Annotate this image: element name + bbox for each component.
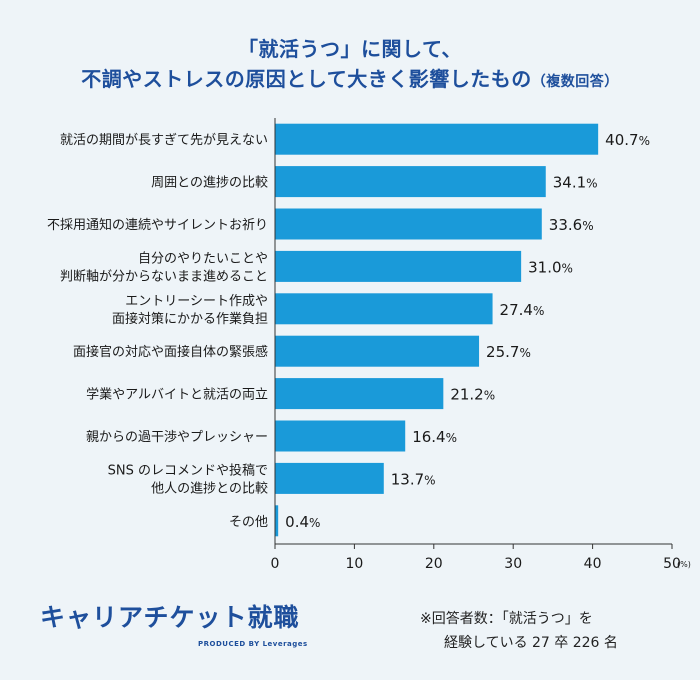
x-axis-unit: (%) (677, 560, 691, 569)
bar (275, 250, 522, 282)
x-tick-label: 0 (271, 556, 280, 572)
x-tick-label: 20 (425, 556, 443, 572)
category-label: 他人の進捗との比較 (151, 481, 268, 496)
bar (275, 166, 546, 198)
bar-chart: 40.7% 就活の期間が長すぎて先が見えない 34.1% 周囲との進捗の比較 33.6%… (47, 118, 691, 572)
title-line-1: 「就活うつ」に関して、 (238, 37, 462, 61)
bar (275, 123, 599, 155)
category-label: エントリーシート作成や (125, 294, 268, 309)
bar (275, 462, 384, 494)
title-main: 不調やストレスの原因として大きく影響したもの (81, 67, 532, 91)
bar-value-label: 27.4% (500, 301, 545, 319)
category-label: 親からの過干渉やプレッシャー (86, 430, 268, 445)
category-label: 自分のやりたいことや (138, 251, 268, 266)
title-note: （複数回答） (531, 74, 619, 90)
x-tick-label: 10 (345, 556, 363, 572)
bar (275, 378, 444, 410)
category-label: その他 (229, 515, 268, 530)
bar (275, 505, 279, 537)
category-label: 学業やアルバイトと就活の両立 (86, 387, 268, 403)
title-line-2: 不調やストレスの原因として大きく影響したもの（複数回答） (0, 64, 700, 97)
category-label: 就活の期間が長すぎて先が見えない (60, 133, 268, 148)
category-label: 判断軸が分からないまま進めること (60, 269, 268, 284)
chart-title: 「就活うつ」に関して、 不調やストレスの原因として大きく影響したもの（複数回答） (0, 34, 700, 97)
category-label: 周囲との進捗の比較 (151, 176, 268, 191)
bar-value-label: 40.7% (605, 131, 650, 149)
bar (275, 335, 480, 367)
category-label: 面接対策にかかる作業負担 (112, 311, 268, 327)
bar-value-label: 21.2% (450, 386, 495, 404)
category-label: SNS のレコメンドや投稿で (108, 462, 268, 478)
category-label: 不採用通知の連続やサイレントお祈り (47, 217, 268, 233)
bar (275, 420, 406, 452)
respondent-note-line-1: ※回答者数：「就活うつ」を (420, 611, 593, 627)
respondent-note-line-2: 経験している 27 卒 226 名 (444, 635, 618, 651)
x-tick-label: 30 (504, 556, 522, 572)
bar (275, 293, 493, 325)
bar-value-label: 31.0% (528, 258, 573, 276)
x-tick-label: 40 (584, 556, 602, 572)
respondent-note: ※回答者数：「就活うつ」を 経験している 27 卒 226 名 (420, 607, 670, 655)
x-tick-label: 50 (663, 556, 681, 572)
bar (275, 208, 542, 240)
bar-value-label: 13.7% (391, 470, 436, 488)
bar-value-label: 16.4% (412, 428, 457, 446)
bar-value-label: 25.7% (486, 343, 531, 361)
bar-value-label: 33.6% (549, 216, 594, 234)
bar-value-label: 34.1% (553, 174, 598, 192)
bar-value-label: 0.4% (285, 513, 320, 531)
brand-logo-subtitle: PRODUCED BY Leverages (198, 640, 308, 648)
brand-logo: キャリアチケット就職 (40, 603, 300, 632)
category-label: 面接官の対応や面接自体の緊張感 (73, 344, 268, 360)
